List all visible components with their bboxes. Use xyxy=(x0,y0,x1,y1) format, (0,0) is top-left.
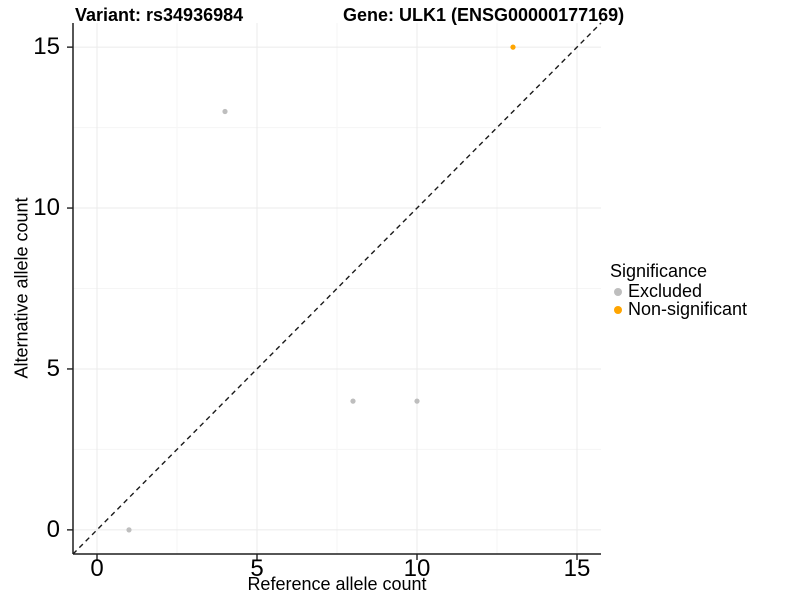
legend-item: Excluded xyxy=(610,281,747,301)
data-point-excluded xyxy=(350,398,356,404)
x-tick-label: 10 xyxy=(403,555,431,582)
x-tick-label: 5 xyxy=(250,555,264,582)
legend-item-label: Non-significant xyxy=(628,299,748,319)
data-point-excluded xyxy=(126,527,132,533)
x-axis-title: Reference allele count xyxy=(247,574,427,594)
y-tick-label: 15 xyxy=(33,33,60,61)
legend-point-icon xyxy=(614,287,622,296)
x-tick-label: 15 xyxy=(563,555,591,582)
legend-item: Non-significant xyxy=(610,299,748,319)
legend-point-icon xyxy=(614,305,622,314)
y-axis-title: Alternative allele count xyxy=(11,197,32,379)
data-point-excluded xyxy=(222,108,228,115)
legend-title: Significance xyxy=(610,261,708,281)
legend: Significance Excluded Non-significant xyxy=(610,260,747,318)
plot-title-gene: Gene: ULK1 (ENSG00000177169) xyxy=(343,5,625,25)
y-tick-label: 0 xyxy=(46,515,60,543)
plot-title-variant: Variant: rs34936984 xyxy=(75,5,244,25)
identity-line xyxy=(72,22,602,555)
data-point-non-significant xyxy=(510,44,516,50)
x-tick-label: 0 xyxy=(90,555,104,582)
legend-items: Excluded Non-significant xyxy=(610,281,748,319)
y-tick-label: 5 xyxy=(46,354,60,382)
legend-item-label: Excluded xyxy=(628,281,703,301)
y-tick-label: 10 xyxy=(33,194,60,222)
data-point-excluded xyxy=(414,398,420,404)
